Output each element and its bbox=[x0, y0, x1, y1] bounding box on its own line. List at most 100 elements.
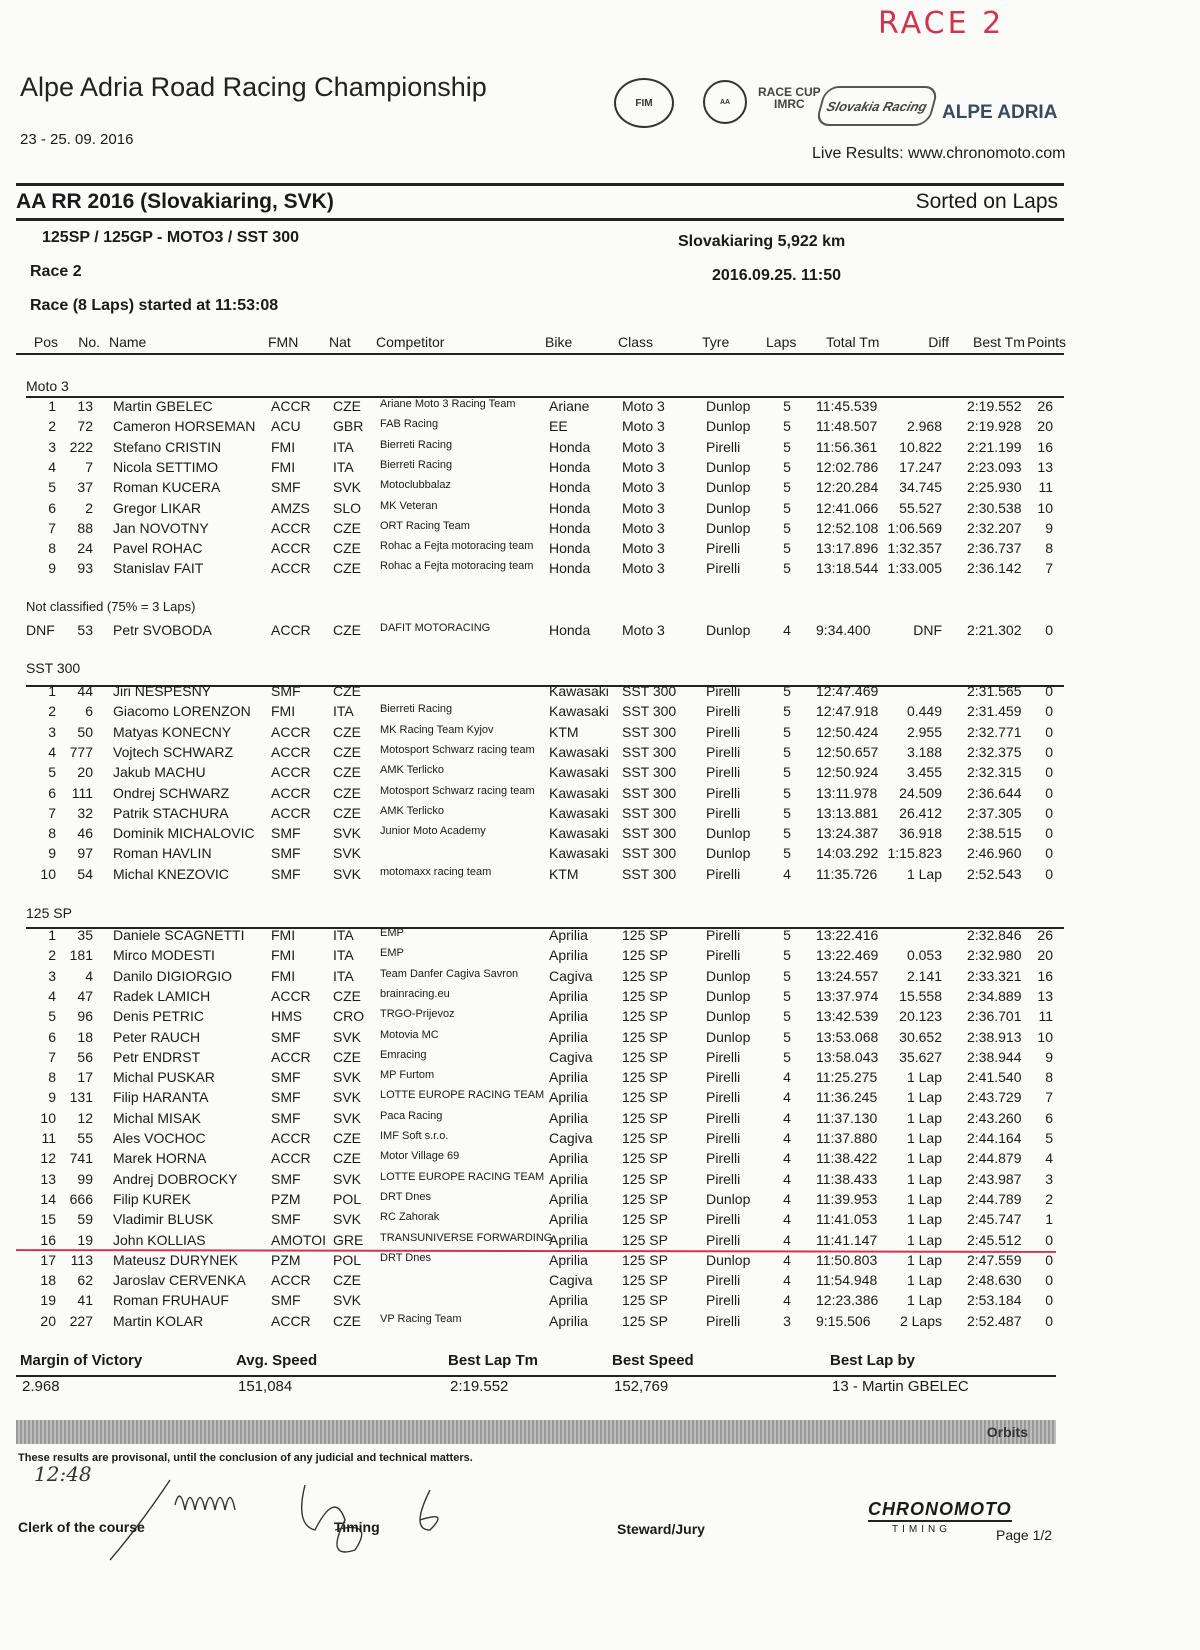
cell-diff: 35.627 bbox=[899, 1049, 942, 1065]
cell-laps: 5 bbox=[783, 683, 791, 699]
cell-name: Andrej DOBROCKY bbox=[113, 1171, 238, 1187]
cell-bike: Honda bbox=[549, 540, 591, 556]
cell-points: 7 bbox=[1045, 1089, 1053, 1105]
cell-nat: SVK bbox=[333, 479, 362, 495]
cell-name: Ales VOCHOC bbox=[113, 1130, 206, 1146]
cell-laps: 5 bbox=[783, 520, 791, 536]
cell-points: 13 bbox=[1037, 988, 1053, 1004]
cell-laps: 4 bbox=[783, 1110, 791, 1126]
cell-fmn: ACCR bbox=[271, 1313, 311, 1329]
cell-diff: 1 Lap bbox=[906, 1292, 942, 1308]
cell-pos: 3 bbox=[48, 968, 56, 984]
cell-tyre: Pirelli bbox=[706, 1049, 741, 1065]
cell-fmn: ACCR bbox=[271, 1049, 311, 1065]
cell-total-time: 11:37.880 bbox=[816, 1130, 878, 1146]
cell-competitor: Motosport Schwarz racing team bbox=[380, 744, 535, 756]
cell-bike: Kawasaki bbox=[549, 805, 609, 821]
cell-name: Radek LAMICH bbox=[113, 988, 211, 1004]
cell-class: Moto 3 bbox=[622, 540, 665, 556]
cell-best-time: 2:38.515 bbox=[967, 825, 1022, 841]
cell-bike: Aprilia bbox=[549, 1110, 588, 1126]
cell-bike: EE bbox=[549, 418, 568, 434]
disclaimer: These results are provisonal, until the … bbox=[18, 1452, 473, 1464]
cell-best-time: 2:44.879 bbox=[967, 1150, 1022, 1166]
cell-total-time: 11:36.245 bbox=[816, 1089, 878, 1105]
cell-name: Daniele SCAGNETTI bbox=[113, 927, 245, 943]
cell-diff: 24.509 bbox=[899, 785, 942, 801]
section-rule bbox=[26, 685, 1064, 687]
cell-pos: 1 bbox=[48, 398, 56, 414]
cell-points: 16 bbox=[1037, 439, 1053, 455]
cell-pos: 19 bbox=[40, 1292, 56, 1308]
cell-tyre: Pirelli bbox=[706, 1089, 741, 1105]
cell-tyre: Pirelli bbox=[706, 1069, 741, 1085]
live-results-link[interactable]: Live Results: www.chronomoto.com bbox=[812, 145, 1066, 162]
cell-nat: CZE bbox=[333, 1130, 361, 1146]
cell-best-time: 2:33.321 bbox=[967, 968, 1022, 984]
cell-fmn: ACCR bbox=[271, 744, 311, 760]
cell-pos: 9 bbox=[48, 845, 56, 861]
cell-points: 0 bbox=[1045, 1272, 1053, 1288]
cell-best-time: 2:32.846 bbox=[967, 927, 1022, 943]
cell-name: Petr SVOBODA bbox=[113, 622, 212, 638]
cell-points: 6 bbox=[1045, 1110, 1053, 1126]
cell-diff: 1:15.823 bbox=[887, 845, 943, 861]
cell-fmn: ACCR bbox=[271, 622, 311, 638]
cell-diff: 34.745 bbox=[899, 479, 942, 495]
cell-name: Cameron HORSEMAN bbox=[113, 418, 256, 434]
cell-bike: Cagiva bbox=[549, 1272, 593, 1288]
fim-logo: FIM bbox=[614, 78, 674, 128]
cell-diff: 30.652 bbox=[899, 1029, 942, 1045]
cell-points: 0 bbox=[1045, 724, 1053, 740]
cell-fmn: SMF bbox=[271, 479, 301, 495]
cell-pos: 4 bbox=[48, 744, 56, 760]
cell-laps: 5 bbox=[783, 560, 791, 576]
cell-number: 12 bbox=[77, 1110, 93, 1126]
cell-class: SST 300 bbox=[622, 724, 677, 740]
cell-laps: 5 bbox=[783, 825, 791, 841]
cell-nat: CZE bbox=[333, 1313, 361, 1329]
cell-name: Mateusz DURYNEK bbox=[113, 1252, 239, 1268]
cell-number: 18 bbox=[77, 1029, 93, 1045]
cell-competitor: DAFIT MOTORACING bbox=[380, 622, 491, 634]
cell-competitor: VP Racing Team bbox=[380, 1313, 462, 1325]
cell-points: 1 bbox=[1045, 1211, 1053, 1227]
cell-best-time: 2:36.737 bbox=[967, 540, 1022, 556]
cell-best-time: 2:43.987 bbox=[967, 1171, 1022, 1187]
cell-class: Moto 3 bbox=[622, 398, 665, 414]
cell-diff: 1:06.569 bbox=[887, 520, 943, 536]
cell-number: 24 bbox=[77, 540, 93, 556]
section-title: 125 SP bbox=[26, 905, 72, 921]
cell-points: 7 bbox=[1045, 560, 1053, 576]
cell-fmn: ACCR bbox=[271, 724, 311, 740]
cell-number: 88 bbox=[77, 520, 93, 536]
cell-competitor: AMK Terlicko bbox=[380, 764, 444, 776]
cell-best-time: 2:36.644 bbox=[967, 785, 1022, 801]
cell-total-time: 13:18.544 bbox=[816, 560, 879, 576]
cell-tyre: Pirelli bbox=[706, 1130, 741, 1146]
cell-number: 62 bbox=[77, 1272, 93, 1288]
cell-tyre: Pirelli bbox=[706, 1211, 741, 1227]
cell-class: 125 SP bbox=[622, 988, 668, 1004]
cell-points: 10 bbox=[1037, 500, 1053, 516]
cell-class: Moto 3 bbox=[622, 622, 665, 638]
cell-best-time: 2:36.701 bbox=[967, 1008, 1022, 1024]
cell-tyre: Dunlop bbox=[706, 1029, 751, 1045]
cell-total-time: 13:17.896 bbox=[816, 540, 879, 556]
cell-fmn: ACCR bbox=[271, 540, 311, 556]
cell-name: Peter RAUCH bbox=[113, 1029, 201, 1045]
cell-fmn: SMF bbox=[271, 845, 301, 861]
cell-nat: SVK bbox=[333, 845, 362, 861]
cell-best-time: 2:44.164 bbox=[967, 1130, 1022, 1146]
cell-competitor: FAB Racing bbox=[380, 418, 439, 430]
cell-diff: 1 Lap bbox=[906, 1211, 942, 1227]
cell-class: 125 SP bbox=[622, 1313, 668, 1329]
cell-competitor: Junior Moto Academy bbox=[380, 825, 486, 837]
cell-diff: 1 Lap bbox=[906, 1089, 942, 1105]
cell-total-time: 13:24.387 bbox=[816, 825, 879, 841]
cell-bike: Cagiva bbox=[549, 968, 593, 984]
cell-class: 125 SP bbox=[622, 1252, 668, 1268]
cell-class: Moto 3 bbox=[622, 459, 665, 475]
column-header-tyre: Tyre bbox=[702, 334, 730, 350]
cell-competitor: Motoclubbalaz bbox=[380, 479, 451, 491]
